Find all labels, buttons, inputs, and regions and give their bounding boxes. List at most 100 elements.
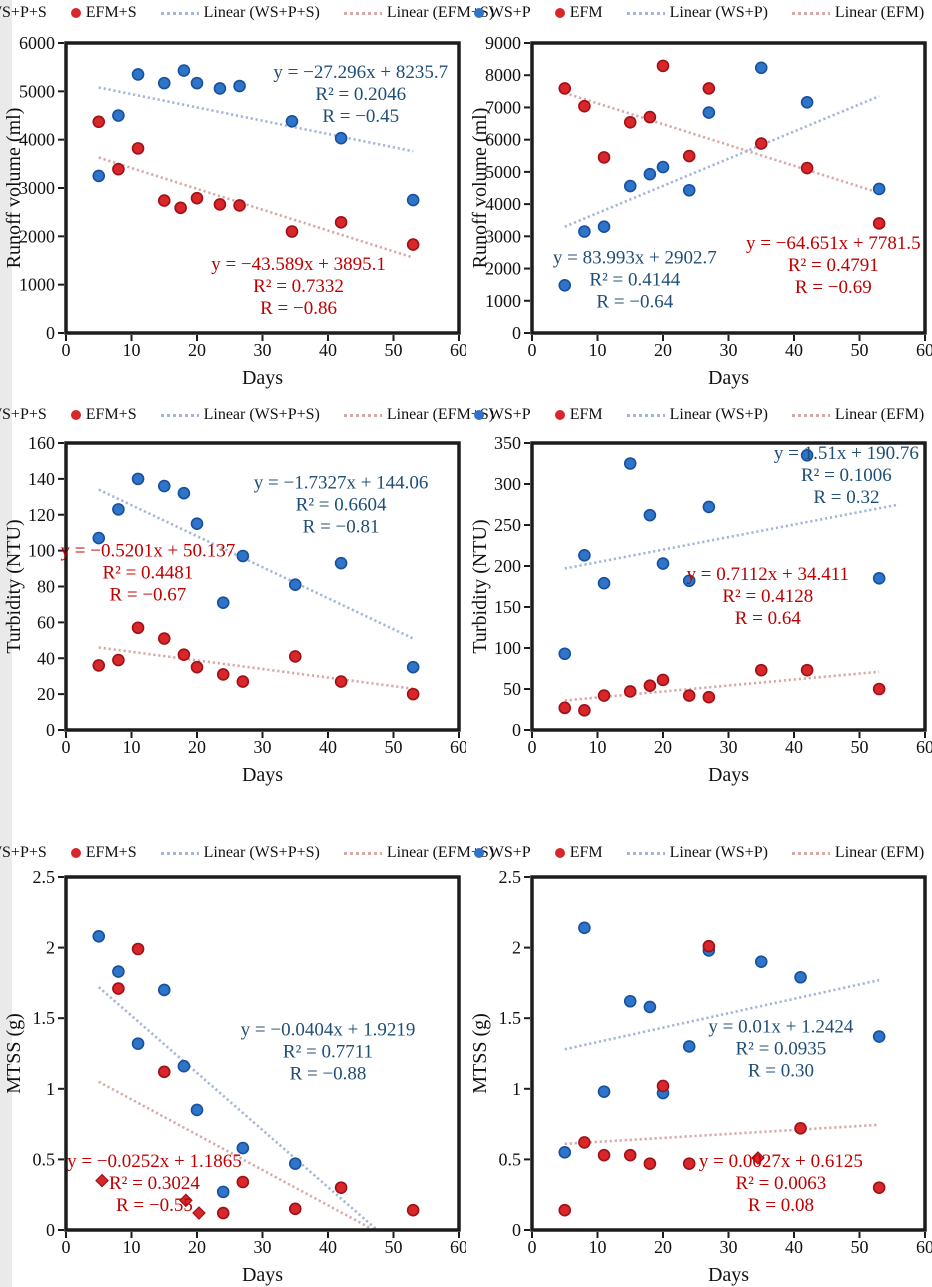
trendline-EFM+S	[98, 156, 414, 259]
data-point-WS+P+S	[177, 486, 191, 500]
data-point-EFM	[754, 137, 768, 150]
data-point-EFM	[682, 1157, 696, 1170]
legend-item: Linear (WS+P+S)	[160, 4, 320, 22]
equation-annotation: y = 1.51x + 190.76	[774, 443, 919, 464]
data-point-WS+P	[558, 279, 572, 292]
y-tick-label: 1000	[485, 291, 521, 311]
x-tick-label: 10	[589, 340, 607, 360]
legend-label: WS+P	[488, 406, 531, 423]
data-point-WS+P+S	[406, 193, 420, 207]
data-point-WS+P+S	[334, 556, 348, 570]
y-tick-label: 5000	[485, 162, 521, 182]
turbidity-wspps-efms-legend: WS+P+S EFM+S Linear (WS+P+S) Linear (EFM+S)	[0, 406, 494, 424]
y-axis-title: MTSS (g)	[469, 1013, 491, 1094]
data-point-EFM	[800, 663, 814, 677]
data-point-WS+P	[800, 448, 814, 462]
y-tick-label: 2	[512, 938, 521, 958]
data-point-WS+P	[872, 182, 886, 196]
equation-annotation: y = −1.7327x + 144.06	[254, 472, 429, 493]
trendline-WS+P	[564, 94, 880, 228]
y-tick-label: 0	[46, 720, 55, 740]
data-point-EFM	[623, 685, 637, 698]
data-point-WS+P+S	[190, 76, 204, 90]
data-point-EFM+S	[406, 687, 420, 701]
data-point-EFM+S	[406, 238, 420, 251]
x-tick-label: 50	[385, 340, 403, 360]
data-point-WS+P+S	[112, 503, 125, 516]
equation-annotation: R² = 0.4481	[102, 563, 193, 584]
data-point-EFM+S	[179, 1193, 193, 1208]
y-tick-label: 1000	[19, 275, 55, 295]
legend-item: Linear (EFM)	[791, 4, 924, 22]
legend-item: WS+P+S	[0, 4, 47, 22]
data-point-WS+P+S	[216, 1185, 230, 1199]
x-tick-label: 10	[589, 1237, 607, 1257]
trendline-marker-icon	[791, 851, 830, 855]
data-point-WS+P+S	[131, 472, 145, 486]
y-tick-label: 2000	[485, 259, 521, 279]
data-point-WS+P	[702, 500, 716, 514]
data-point-WS+P	[794, 970, 807, 984]
equation-annotation: y = −64.651x + 7781.5	[746, 233, 921, 254]
equation-annotation: R² = 0.3024	[109, 1173, 200, 1194]
y-axis-title: MTSS (g)	[3, 1013, 25, 1094]
data-point-WS+P	[623, 994, 637, 1008]
data-point-EFM	[656, 1079, 670, 1093]
data-point-EFM	[643, 110, 657, 124]
legend-item: Linear (WS+P)	[626, 844, 768, 862]
y-tick-label: 250	[494, 515, 521, 535]
x-tick-label: 30	[720, 1237, 738, 1257]
data-point-EFM+S	[213, 198, 227, 211]
data-point-EFM	[578, 99, 591, 113]
x-tick-label: 20	[654, 340, 672, 360]
data-point-EFM	[558, 1203, 572, 1217]
y-tick-label: 50	[503, 679, 521, 699]
mtss-wsp-efm-legend: WS+P EFM Linear (WS+P) Linear (EFM)	[466, 844, 932, 862]
data-point-WS+P+S	[190, 1103, 204, 1117]
data-point-EFM+S	[95, 1173, 109, 1188]
equation-annotation: y = 83.993x + 2902.7	[553, 247, 717, 268]
x-tick-label: 20	[188, 737, 206, 757]
x-tick-label: 50	[851, 737, 869, 757]
equation-annotation: y = −0.0252x + 1.1865	[67, 1151, 242, 1172]
equation-annotation: R = 0.08	[748, 1195, 814, 1216]
plot-mtss-wsp-efm: 0 10 20 30 40 50 60 0 0.5 1 1.5 2 2.5 MTSS (g) Days y =…	[469, 867, 932, 1286]
data-point-EFM	[558, 701, 572, 715]
mtss-wspps-efms-legend: WS+P+S EFM+S Linear (WS+P+S) Linear (EFM+S)	[0, 844, 494, 862]
data-point-EFM+S	[92, 115, 106, 129]
equation-annotation: R = −0.64	[596, 291, 673, 312]
legend-label: Linear (EFM)	[834, 844, 925, 861]
page-edge-strip	[0, 0, 12, 1287]
data-point-EFM+S	[288, 1202, 302, 1216]
turbidity-wsp-efm-legend: WS+P EFM Linear (WS+P) Linear (EFM)	[466, 406, 932, 424]
trendline-marker-icon	[343, 11, 382, 15]
series-marker-icon	[473, 848, 484, 858]
data-point-WS+P	[643, 167, 657, 181]
equation-annotation: R = 0.30	[748, 1061, 814, 1082]
equation-annotation: R = −0.45	[322, 106, 399, 127]
equation-annotation: R = −0.86	[260, 298, 337, 319]
plot-frame	[530, 875, 927, 1232]
data-point-EFM+S	[334, 1181, 348, 1194]
trendline-EFM	[564, 670, 880, 702]
data-point-WS+P+S	[157, 479, 171, 493]
plot-turbidity-wsp-efm: 0 10 20 30 40 50 60 0 50 100 150 200 250 300 350 Turbid…	[469, 433, 932, 786]
x-tick-label: 60	[450, 737, 466, 757]
data-point-EFM+S	[233, 199, 246, 212]
legend-item: EFM+S	[70, 406, 137, 424]
y-tick-label: 0	[46, 1220, 55, 1240]
equation-annotation: y = 0.01x + 1.2424	[708, 1017, 853, 1038]
equation-annotation: y = 0.0027x + 0.6125	[699, 1151, 863, 1172]
trendline-marker-icon	[791, 413, 830, 417]
data-point-EFM+S	[216, 1206, 230, 1220]
x-tick-label: 30	[254, 1237, 272, 1257]
y-tick-label: 100	[28, 541, 55, 561]
data-point-WS+P+S	[112, 109, 125, 122]
data-point-EFM	[794, 1122, 807, 1135]
x-tick-label: 0	[528, 340, 537, 360]
y-tick-label: 3000	[485, 226, 521, 246]
legend-label: EFM	[569, 4, 603, 21]
legend-label: Linear (WS+P)	[669, 406, 768, 423]
runoff-wspps-efms-legend: WS+P+S EFM+S Linear (WS+P+S) Linear (EFM+S)	[0, 4, 494, 22]
